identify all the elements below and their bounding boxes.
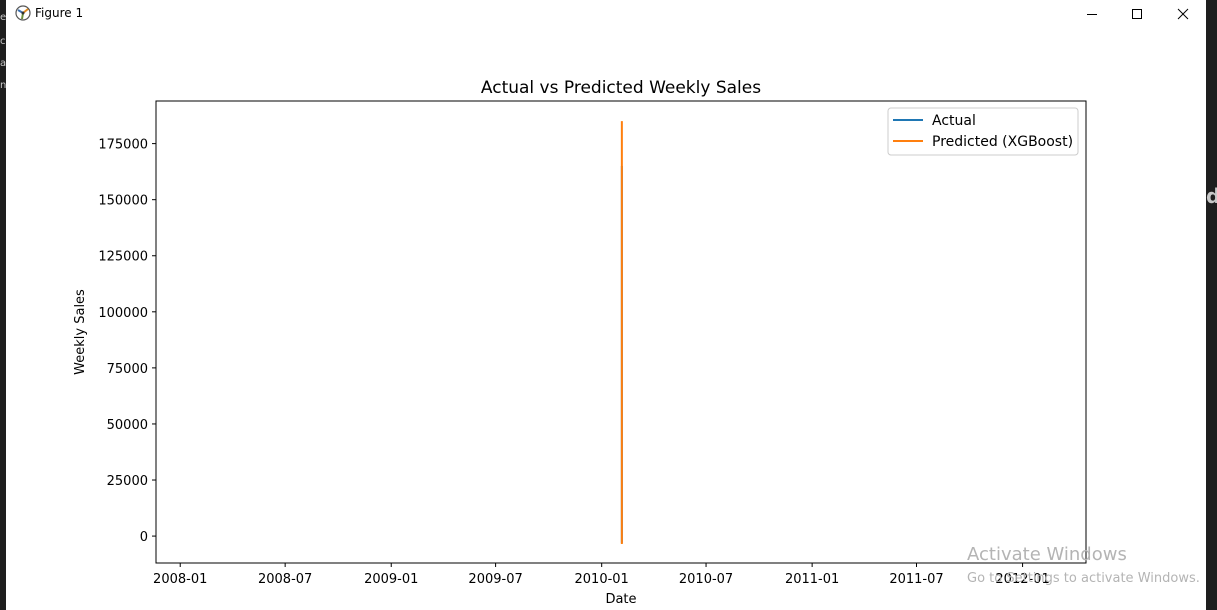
chart-canvas: Actual vs Predicted Weekly Sales 0 25000 50… xyxy=(73,78,1087,607)
x-tick-label: 2008-07 xyxy=(258,572,312,587)
figure-window: Figure 1 Actual vs Predicted Weekly Sale… xyxy=(6,0,1206,610)
x-tick-label: 2012-01 xyxy=(995,572,1049,587)
x-tick-label: 2009-01 xyxy=(364,572,418,587)
minimize-button[interactable] xyxy=(1069,0,1115,28)
y-tick-label: 0 xyxy=(140,530,148,545)
y-tick-label: 25000 xyxy=(107,474,148,489)
y-tick-label: 175000 xyxy=(98,138,148,153)
x-tick-label: 2011-01 xyxy=(785,572,839,587)
edge-glyph: e xyxy=(0,12,7,23)
desktop-left-edge: e c a n xyxy=(0,0,6,610)
activation-watermark-subtitle: Go to Settings to activate Windows. xyxy=(967,571,1200,586)
y-tick-label: 125000 xyxy=(98,250,148,265)
legend-label: Predicted (XGBoost) xyxy=(932,134,1073,150)
y-tick-label: 100000 xyxy=(98,306,148,321)
y-tick-label: 75000 xyxy=(107,362,148,377)
activation-watermark-title: Activate Windows xyxy=(967,544,1127,565)
close-button[interactable] xyxy=(1160,0,1206,28)
maximize-icon xyxy=(1132,9,1142,19)
close-icon xyxy=(1177,8,1189,20)
chart-title: Actual vs Predicted Weekly Sales xyxy=(481,78,761,98)
x-tick-label: 2010-07 xyxy=(679,572,733,587)
desktop-right-edge: d xyxy=(1206,0,1217,610)
x-tick-label: 2011-07 xyxy=(889,572,943,587)
minimize-icon xyxy=(1087,14,1097,15)
y-axis-label: Weekly Sales xyxy=(73,289,88,375)
x-tick-label: 2010-01 xyxy=(575,572,629,587)
title-bar[interactable]: Figure 1 xyxy=(6,0,1206,28)
edge-glyph: c xyxy=(0,36,6,47)
window-title: Figure 1 xyxy=(35,6,84,20)
edge-glyph: a xyxy=(0,58,7,69)
legend-box xyxy=(887,107,1079,156)
x-tick-label: 2009-07 xyxy=(468,572,522,587)
matplotlib-figure-icon xyxy=(15,5,31,21)
x-axis-label: Date xyxy=(605,592,636,607)
x-tick-label: 2008-01 xyxy=(153,572,207,587)
edge-glyph: n xyxy=(0,80,7,91)
legend-label: Actual xyxy=(932,113,976,129)
maximize-button[interactable] xyxy=(1114,0,1160,28)
y-tick-label: 50000 xyxy=(107,418,148,433)
y-tick-label: 150000 xyxy=(98,194,148,209)
edge-glyph: d xyxy=(1206,184,1217,208)
